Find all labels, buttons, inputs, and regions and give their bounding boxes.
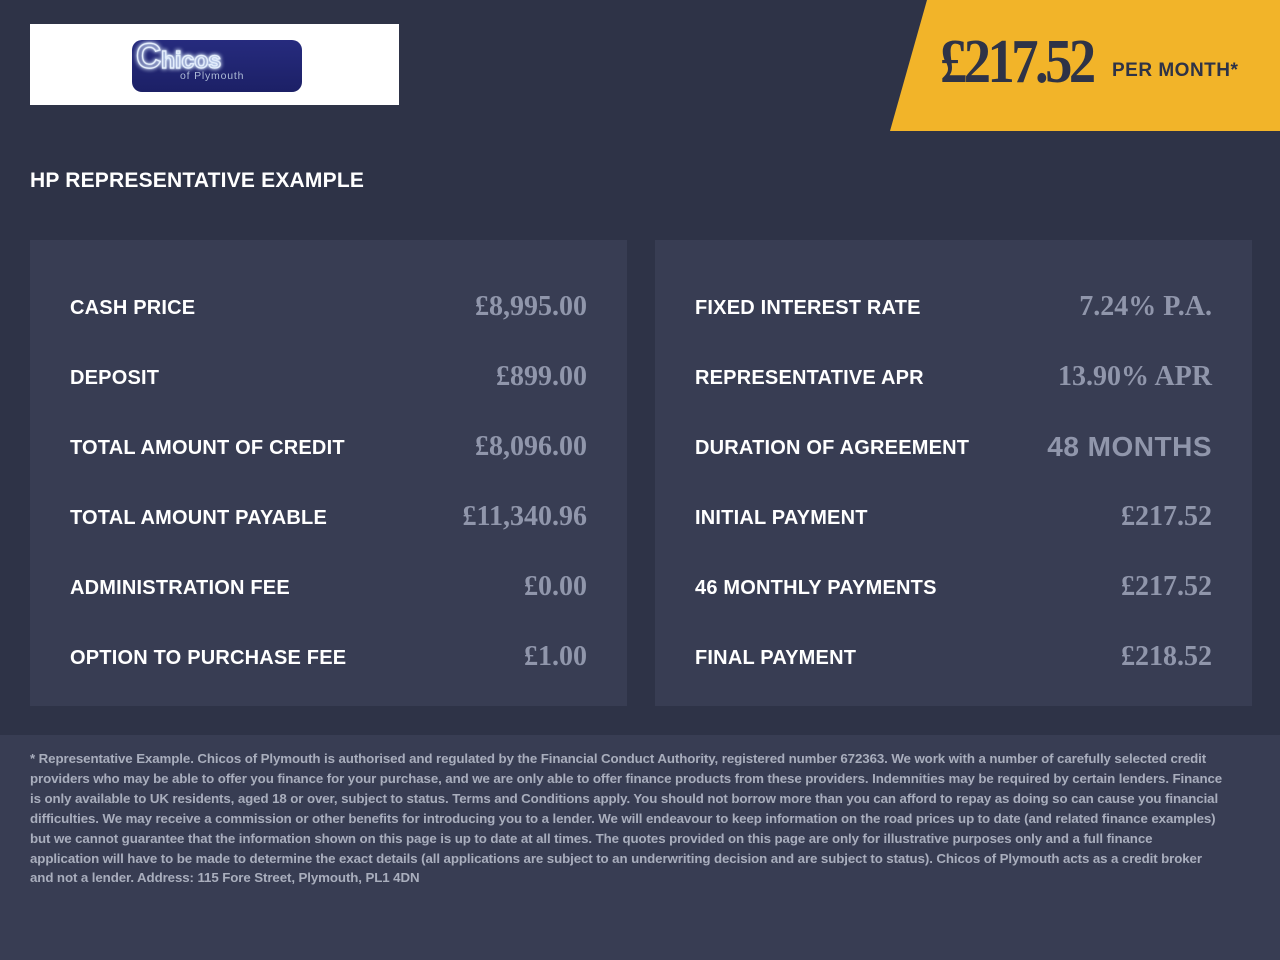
svg-text:C: C xyxy=(136,40,161,76)
